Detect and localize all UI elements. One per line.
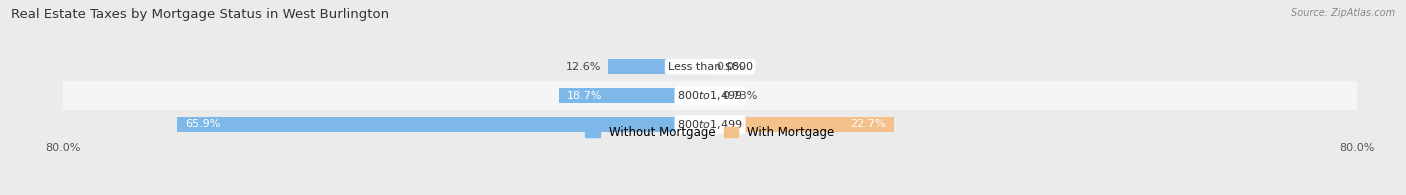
Bar xyxy=(177,117,710,132)
Bar xyxy=(63,52,1357,81)
Bar xyxy=(710,88,716,103)
Bar xyxy=(63,81,1357,110)
Bar xyxy=(558,88,710,103)
Text: $800 to $1,499: $800 to $1,499 xyxy=(678,89,742,102)
Legend: Without Mortgage, With Mortgage: Without Mortgage, With Mortgage xyxy=(585,126,835,139)
Text: 12.6%: 12.6% xyxy=(567,62,602,72)
Text: 0.73%: 0.73% xyxy=(723,90,758,101)
Text: 18.7%: 18.7% xyxy=(567,90,602,101)
Text: 22.7%: 22.7% xyxy=(849,120,886,129)
Text: Real Estate Taxes by Mortgage Status in West Burlington: Real Estate Taxes by Mortgage Status in … xyxy=(11,8,389,21)
Text: Less than $800: Less than $800 xyxy=(668,62,752,72)
Text: Source: ZipAtlas.com: Source: ZipAtlas.com xyxy=(1291,8,1395,18)
Text: 65.9%: 65.9% xyxy=(186,120,221,129)
Text: $800 to $1,499: $800 to $1,499 xyxy=(678,118,742,131)
Bar xyxy=(710,117,894,132)
Bar xyxy=(63,110,1357,139)
Text: 0.0%: 0.0% xyxy=(717,62,745,72)
Bar xyxy=(609,59,710,74)
